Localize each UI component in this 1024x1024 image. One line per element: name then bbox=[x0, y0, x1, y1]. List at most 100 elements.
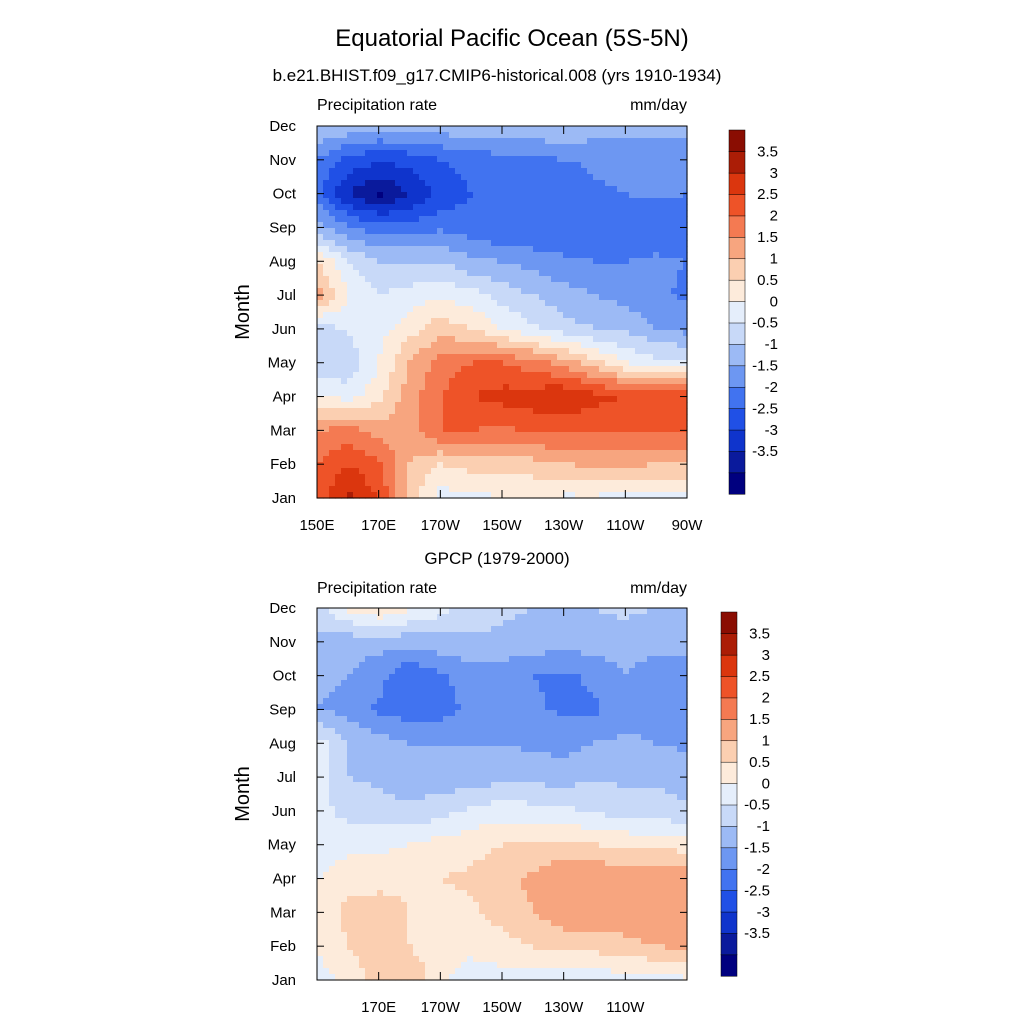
field-cell bbox=[347, 420, 354, 427]
field-cell bbox=[605, 390, 612, 397]
field-cell bbox=[425, 210, 432, 217]
field-cell bbox=[485, 444, 492, 451]
field-cell bbox=[653, 492, 660, 499]
field-cell bbox=[593, 492, 600, 499]
field-cell bbox=[353, 300, 360, 307]
field-cell bbox=[593, 384, 600, 391]
field-cell bbox=[365, 444, 372, 451]
field-cell bbox=[569, 360, 576, 367]
field-cell bbox=[491, 132, 498, 139]
field-cell bbox=[659, 414, 666, 421]
field-cell bbox=[491, 450, 498, 457]
field-cell bbox=[413, 306, 420, 313]
field-cell bbox=[623, 162, 630, 169]
field-cell bbox=[581, 174, 588, 181]
field-cell bbox=[329, 638, 336, 645]
field-cell bbox=[497, 656, 504, 663]
field-cell bbox=[599, 414, 606, 421]
field-cell bbox=[461, 378, 468, 385]
field-cell bbox=[677, 698, 684, 705]
field-cell bbox=[389, 468, 396, 475]
field-cell bbox=[371, 608, 378, 615]
field-cell bbox=[353, 132, 360, 139]
field-cell bbox=[593, 420, 600, 427]
field-cell bbox=[419, 366, 426, 373]
field-cell bbox=[341, 626, 348, 633]
field-cell bbox=[407, 396, 414, 403]
field-cell bbox=[509, 204, 516, 211]
field-cell bbox=[683, 252, 688, 259]
field-cell bbox=[563, 692, 570, 699]
field-cell bbox=[395, 438, 402, 445]
field-cell bbox=[665, 252, 672, 259]
field-cell bbox=[539, 608, 546, 615]
field-cell bbox=[677, 662, 684, 669]
field-cell bbox=[665, 632, 672, 639]
field-cell bbox=[587, 264, 594, 271]
field-cell bbox=[323, 366, 330, 373]
field-cell bbox=[461, 704, 468, 711]
field-cell bbox=[677, 650, 684, 657]
field-cell bbox=[485, 126, 492, 133]
field-cell bbox=[383, 294, 390, 301]
field-cell bbox=[407, 318, 414, 325]
field-cell bbox=[593, 444, 600, 451]
field-cell bbox=[533, 222, 540, 229]
field-cell bbox=[341, 444, 348, 451]
field-cell bbox=[347, 686, 354, 693]
field-cell bbox=[347, 668, 354, 675]
field-cell bbox=[533, 486, 540, 493]
field-cell bbox=[491, 662, 498, 669]
field-cell bbox=[545, 324, 552, 331]
field-cell bbox=[623, 626, 630, 633]
field-cell bbox=[659, 638, 666, 645]
field-cell bbox=[605, 132, 612, 139]
field-cell bbox=[629, 282, 636, 289]
field-cell bbox=[551, 644, 558, 651]
field-cell bbox=[377, 414, 384, 421]
field-cell bbox=[611, 186, 618, 193]
field-cell bbox=[605, 438, 612, 445]
colorbar-label: -2 bbox=[765, 379, 778, 396]
field-cell bbox=[635, 174, 642, 181]
field-cell bbox=[425, 252, 432, 259]
field-cell bbox=[317, 674, 324, 681]
field-cell bbox=[587, 704, 594, 711]
field-cell bbox=[521, 198, 528, 205]
field-cell bbox=[473, 162, 480, 169]
field-cell bbox=[497, 126, 504, 133]
field-cell bbox=[665, 608, 672, 615]
field-cell bbox=[647, 626, 654, 633]
field-cell bbox=[341, 650, 348, 657]
field-cell bbox=[383, 462, 390, 469]
field-cell bbox=[629, 138, 636, 145]
panel-1: b.e21.BHIST.f09_g17.CMIP6-historical.008… bbox=[232, 66, 778, 534]
field-cell bbox=[515, 222, 522, 229]
field-cell bbox=[479, 126, 486, 133]
field-cell bbox=[683, 614, 688, 621]
field-cell bbox=[419, 246, 426, 253]
field-cell bbox=[383, 650, 390, 657]
field-cell bbox=[461, 222, 468, 229]
field-cell bbox=[371, 626, 378, 633]
field-cell bbox=[347, 432, 354, 439]
field-cell bbox=[563, 324, 570, 331]
field-cell bbox=[677, 126, 684, 133]
field-cell bbox=[461, 668, 468, 675]
field-cell bbox=[317, 222, 324, 229]
field-cell bbox=[647, 168, 654, 175]
field-cell bbox=[383, 390, 390, 397]
field-cell bbox=[395, 662, 402, 669]
field-cell bbox=[557, 456, 564, 463]
field-cell bbox=[671, 234, 678, 241]
field-cell bbox=[587, 288, 594, 295]
field-cell bbox=[443, 474, 450, 481]
field-cell bbox=[371, 288, 378, 295]
field-cell bbox=[533, 650, 540, 657]
field-cell bbox=[611, 336, 618, 343]
field-cell bbox=[611, 294, 618, 301]
field-cell bbox=[503, 270, 510, 277]
field-cell bbox=[629, 126, 636, 133]
field-cell bbox=[347, 234, 354, 241]
field-cell bbox=[593, 294, 600, 301]
